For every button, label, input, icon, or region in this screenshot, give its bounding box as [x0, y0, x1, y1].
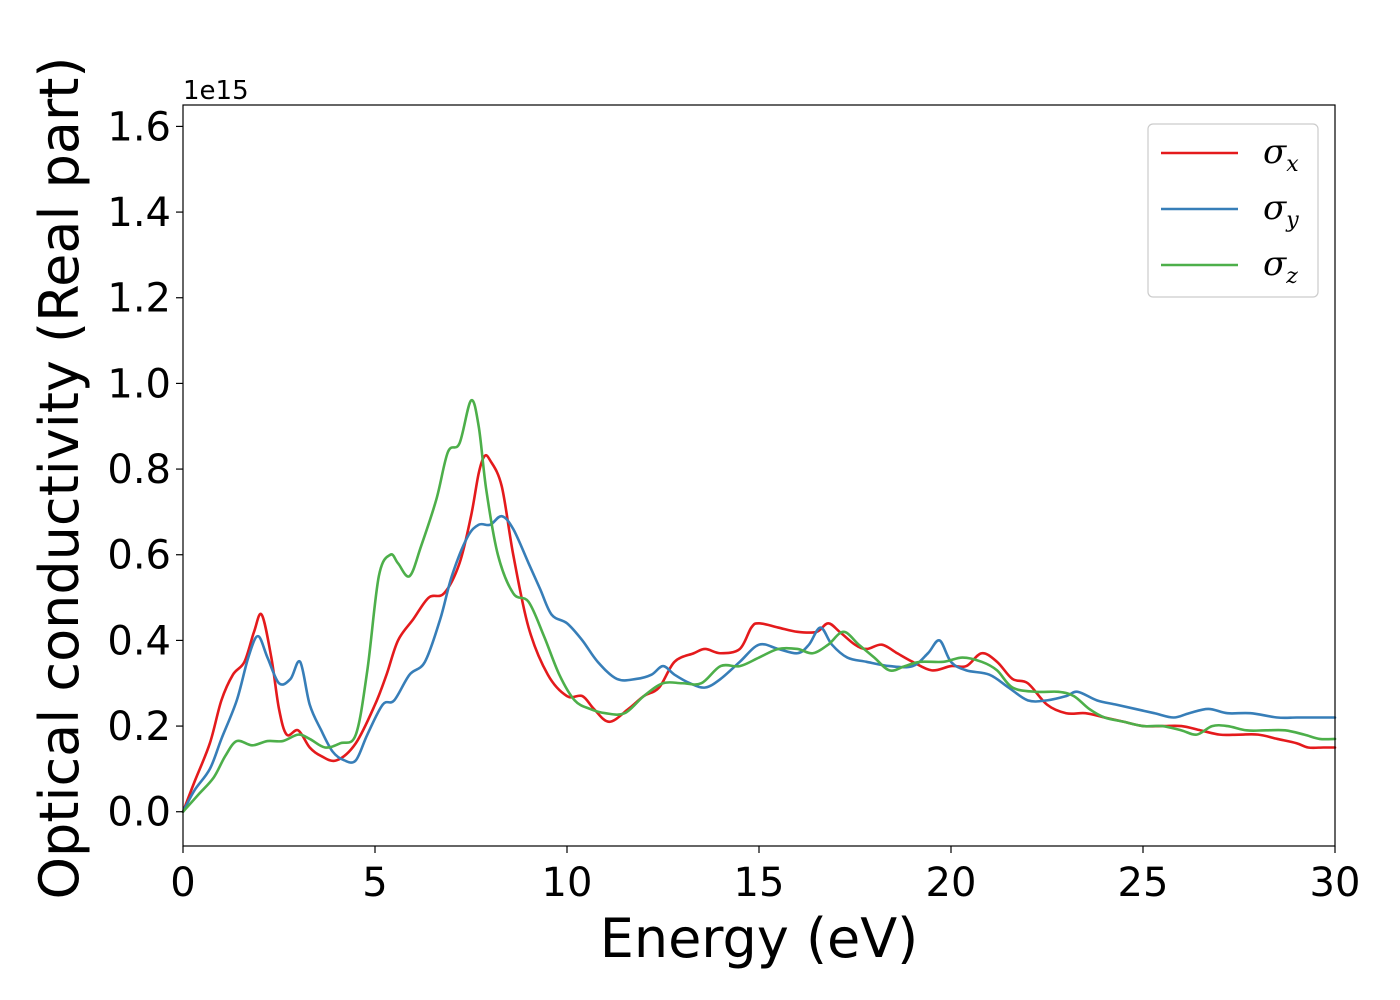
- y-tick-label: 0.8: [107, 447, 171, 493]
- x-tick-label: 30: [1310, 860, 1361, 906]
- x-tick-label: 0: [170, 860, 195, 906]
- x-tick-label: 20: [926, 860, 977, 906]
- legend-subscript: z: [1285, 264, 1298, 289]
- legend-box: [1147, 123, 1319, 298]
- legend-label-y: σy: [1263, 188, 1299, 233]
- series-line-z: [181, 398, 1337, 814]
- plot-background: [183, 105, 1335, 846]
- x-axis: 0 5 10 15 20 25 30: [170, 846, 1360, 906]
- y-tick-label: 1.0: [107, 361, 171, 407]
- legend-symbol: σ: [1263, 244, 1287, 284]
- y-tick-label: 1.4: [107, 190, 171, 236]
- y-axis-title: Optical conductivity (Real part): [28, 57, 91, 900]
- legend-symbol: σ: [1263, 188, 1287, 228]
- y-tick-label: 0.0: [107, 790, 171, 836]
- legend-label-z: σz: [1263, 244, 1298, 289]
- legend-subscript: y: [1285, 208, 1299, 233]
- y-tick-label: 0.4: [107, 618, 171, 664]
- y-axis: 0.0 0.2 0.4 0.6 0.8 1.0 1.2 1.4 1.6: [107, 104, 183, 836]
- x-axis-title: Energy (eV): [600, 907, 919, 970]
- y-offset-text: 1e15: [183, 76, 249, 106]
- y-tick-label: 1.2: [107, 276, 171, 322]
- legend-symbol: σ: [1263, 132, 1287, 172]
- x-tick-label: 15: [734, 860, 785, 906]
- x-tick-label: 25: [1118, 860, 1169, 906]
- series-line-y: [181, 514, 1337, 814]
- series-layer: [181, 398, 1337, 814]
- x-tick-label: 5: [362, 860, 387, 906]
- y-tick-label: 0.6: [107, 533, 171, 579]
- x-tick-label: 10: [542, 860, 593, 906]
- legend-label-x: σx: [1263, 132, 1299, 177]
- y-tick-label: 0.2: [107, 704, 171, 750]
- y-tick-label: 1.6: [107, 104, 171, 150]
- legend-subscript: x: [1286, 152, 1299, 177]
